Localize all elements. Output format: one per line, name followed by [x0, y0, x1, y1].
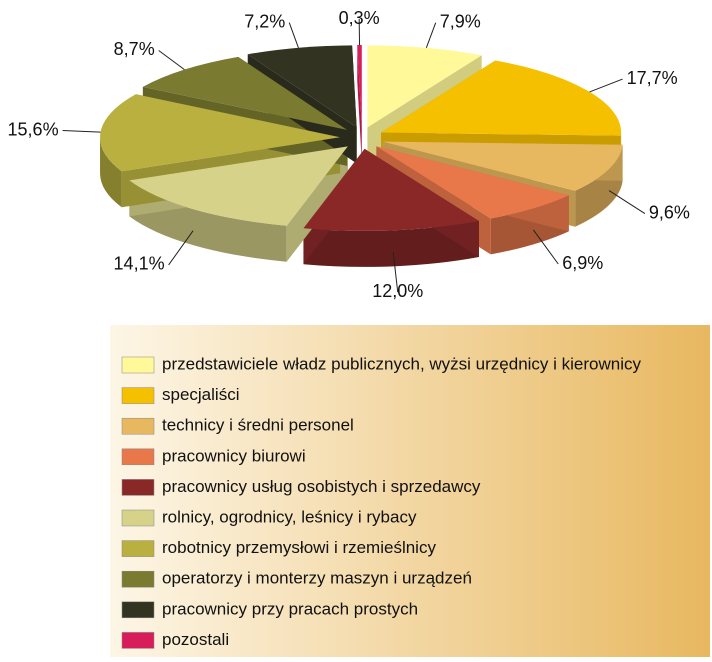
legend-label: specjaliści: [162, 385, 239, 404]
data-label: 12,0%: [372, 281, 423, 301]
legend-label: rolnicy, ogrodnicy, leśnicy i rybacy: [162, 507, 417, 526]
legend-swatch: [122, 541, 154, 557]
leader-line: [590, 79, 623, 92]
data-label: 8,7%: [114, 39, 155, 59]
legend-swatch: [122, 418, 154, 434]
legend-label: przedstawiciele władz publicznych, wyżsi…: [162, 354, 642, 373]
legend-label: pozostali: [162, 630, 229, 649]
legend-swatch: [122, 479, 154, 495]
legend-label: technicy i średni personel: [162, 416, 354, 435]
legend-label: pracownicy biurowi: [162, 446, 306, 465]
legend-swatch: [122, 571, 154, 587]
leader-line: [609, 191, 645, 214]
legend-swatch: [122, 632, 154, 648]
data-label: 7,9%: [440, 11, 481, 31]
legend-swatch: [122, 602, 154, 618]
legend-swatch: [122, 388, 154, 404]
leader-line: [159, 50, 185, 69]
leader-line: [426, 23, 435, 48]
legend-swatch: [122, 510, 154, 526]
legend-swatch: [122, 357, 154, 373]
legend-label: pracownicy przy pracach prostych: [162, 599, 418, 618]
data-label: 7,2%: [244, 11, 285, 31]
data-label: 0,3%: [339, 8, 380, 28]
leader-line: [63, 131, 101, 133]
legend-label: pracownicy usług osobistych i sprzedawcy: [162, 477, 481, 496]
data-label: 6,9%: [562, 253, 603, 273]
data-label: 15,6%: [8, 119, 59, 139]
leader-line: [289, 23, 298, 48]
legend-swatch: [122, 449, 154, 465]
legend-label: robotnicy przemysłowi i rzemieślnicy: [162, 538, 436, 557]
data-label: 9,6%: [649, 202, 690, 222]
data-label: 14,1%: [114, 254, 165, 274]
legend-label: operatorzy i monterzy maszyn i urządzeń: [162, 569, 472, 588]
data-label: 17,7%: [627, 68, 678, 88]
